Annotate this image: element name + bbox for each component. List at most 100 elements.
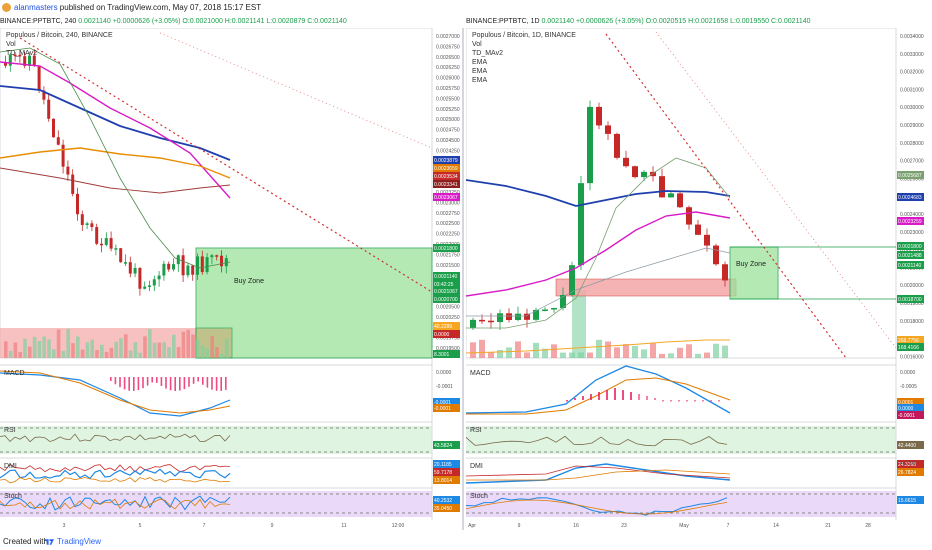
left-volume-bar — [85, 342, 90, 358]
left-price-tick: 0.0026750 — [436, 44, 460, 50]
right-volume-bar — [542, 348, 548, 358]
left-candle — [133, 267, 137, 274]
left-price-tick: 0.0021500 — [436, 263, 460, 269]
left-volume-bar — [114, 341, 118, 358]
right-indicator-3[interactable]: EMA — [472, 68, 488, 75]
right-stoch-k — [466, 497, 728, 516]
left-price-tick: 0.0025000 — [436, 117, 460, 123]
left-price-label-bg — [433, 287, 460, 295]
left-legend: Populous / Bitcoin, 240, BINANCE Vol TD_… — [6, 31, 113, 58]
right-price-tick: 0.0027000 — [900, 159, 924, 165]
publish-header: alanmasters published on TradingView.com… — [0, 0, 932, 16]
right-symbol[interactable]: BINANCE:PPTBTC, 1D — [466, 18, 540, 25]
right-macd-value: 0.0001 — [898, 400, 914, 406]
left-macd-hist — [137, 377, 140, 391]
left-volume-bar — [100, 344, 104, 358]
tradingview-brand-link[interactable]: TradingView — [57, 537, 102, 546]
right-volume-bar — [596, 339, 602, 358]
left-candle — [152, 279, 156, 286]
author-link[interactable]: alanmasters — [14, 3, 58, 12]
right-candle — [650, 171, 656, 177]
left-price-tick: 0.0025750 — [436, 86, 460, 92]
right-volume-bar — [695, 353, 701, 358]
footer: Created with TradingView — [0, 534, 932, 550]
left-candle — [220, 255, 223, 267]
author-avatar-icon[interactable] — [2, 3, 11, 12]
right-indicator-2[interactable]: EMA — [472, 59, 488, 66]
right-chart-title[interactable]: Populous / Bitcoin, 1D, BINANCE — [472, 32, 576, 39]
right-chart[interactable]: Buy Zone MACD RSI DMI Stoch 0.0034000 0.0… — [466, 28, 932, 532]
left-time-tick: 11 — [341, 523, 346, 529]
left-candle — [205, 257, 209, 273]
right-volume-bar — [506, 347, 512, 358]
left-symbol[interactable]: BINANCE:PPTBTC, 240 — [0, 18, 77, 25]
left-price-label: 0.0021140 — [434, 274, 457, 280]
right-price-label: 0.0025687 — [898, 173, 922, 179]
right-indicator-4[interactable]: EMA — [472, 77, 488, 84]
left-candle — [66, 166, 70, 175]
right-macd-value: -0.0001 — [898, 413, 915, 419]
left-volume-bar — [224, 338, 229, 358]
right-volume-bar — [677, 347, 683, 358]
right-candle — [479, 319, 485, 322]
left-dmi-value-bg — [433, 468, 460, 476]
left-candle — [172, 264, 175, 270]
right-indicator-0[interactable]: Vol — [472, 41, 482, 48]
left-rsi-line — [0, 433, 231, 443]
left-candle — [109, 238, 113, 249]
left-chart-title[interactable]: Populous / Bitcoin, 240, BINANCE — [6, 32, 113, 39]
right-candle — [551, 307, 557, 310]
right-dmi-value-bg — [897, 468, 924, 476]
right-price-label-bg — [897, 242, 924, 250]
left-volume-bar — [37, 341, 42, 358]
right-macd-tick: 0.0000 — [900, 370, 916, 376]
left-candle — [148, 285, 151, 287]
right-volume-bar — [650, 343, 656, 358]
left-volume-bar — [71, 343, 75, 358]
left-candle — [114, 248, 118, 250]
left-candle — [18, 54, 22, 57]
left-macd-value-bg — [433, 398, 460, 406]
right-candle — [605, 125, 611, 134]
right-candle — [668, 193, 674, 198]
left-macd-hist — [174, 377, 176, 391]
left-candle — [104, 238, 108, 245]
right-macd-tick: -0.0005 — [900, 384, 917, 390]
right-price-tick: 0.0018000 — [900, 319, 924, 325]
left-volume-bar — [167, 347, 171, 358]
left-macd-hist — [225, 377, 227, 390]
right-candle — [497, 313, 503, 323]
right-macd-signal — [466, 377, 731, 415]
right-macd-value-bg — [897, 404, 924, 412]
left-candle — [100, 243, 103, 246]
right-volume-bar — [560, 352, 566, 358]
left-macd-hist — [146, 377, 149, 386]
right-macd-hist — [694, 400, 696, 402]
left-volume-bar — [148, 329, 152, 358]
right-time-tick: 23 — [621, 523, 627, 529]
left-macd-hist — [202, 377, 204, 385]
right-volume-bar — [605, 341, 611, 358]
left-indicator-0[interactable]: Vol — [6, 41, 16, 48]
right-candle — [686, 207, 692, 225]
left-ma-blue — [0, 85, 231, 161]
right-time-tick: Apr — [468, 523, 476, 529]
left-volume-bar — [186, 329, 190, 358]
left-price-label-bg — [433, 330, 460, 338]
right-price-tick: 0.0031000 — [900, 87, 924, 93]
left-buy-zone-label: Buy Zone — [234, 278, 264, 285]
chart-divider[interactable] — [462, 28, 464, 530]
left-indicator-1[interactable]: TD_MAv2 — [6, 50, 37, 57]
right-price-label-bg — [897, 336, 924, 344]
right-volume-bar — [704, 352, 710, 358]
left-chart[interactable]: Buy Zone MACD RSI DMI Stoch 0.0027000 0.0… — [0, 28, 460, 532]
left-candle — [4, 63, 7, 66]
right-price-label-bg — [897, 295, 924, 303]
right-dmi-plus — [466, 465, 731, 479]
left-macd-hist — [211, 377, 213, 390]
right-dmi-tick: 40.0000 — [900, 461, 918, 467]
left-volume-bar — [28, 346, 32, 358]
left-macd-tick: 0.0000 — [436, 370, 452, 376]
left-ma-green — [0, 47, 231, 269]
right-indicator-1[interactable]: TD_MAv2 — [472, 50, 503, 57]
